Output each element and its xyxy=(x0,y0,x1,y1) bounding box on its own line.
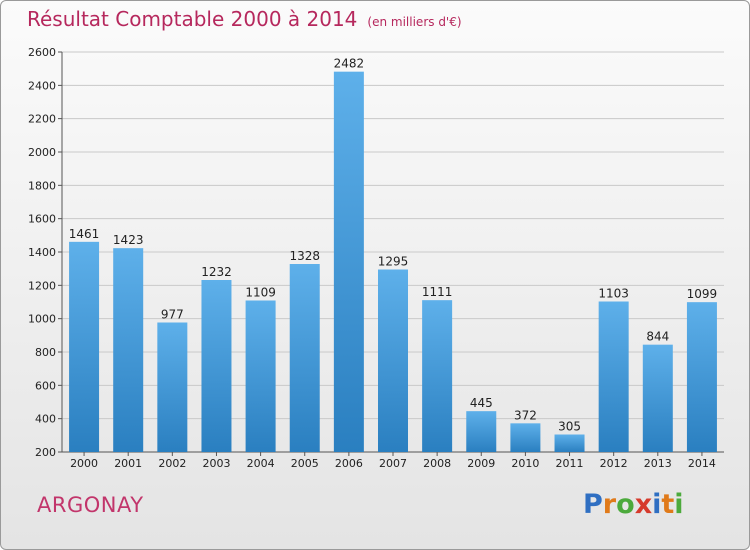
bar-value-label: 305 xyxy=(558,420,581,434)
y-tick-label: 400 xyxy=(35,413,56,426)
bar-2013 xyxy=(642,344,673,452)
x-tick-label: 2006 xyxy=(335,457,363,470)
bar-2005 xyxy=(289,264,320,452)
logo-letter: i xyxy=(674,489,684,520)
logo-letter: t xyxy=(661,489,675,520)
bar-value-label: 372 xyxy=(514,408,537,422)
bar-value-label: 1111 xyxy=(422,285,453,299)
y-tick-label: 200 xyxy=(35,446,56,459)
logo-letter: r xyxy=(602,489,617,520)
logo-letter: i xyxy=(652,489,662,520)
x-tick-label: 2008 xyxy=(423,457,451,470)
bar-value-label: 1232 xyxy=(201,265,232,279)
y-tick-label: 2600 xyxy=(28,46,56,59)
bar-2009 xyxy=(466,411,497,452)
x-tick-label: 2014 xyxy=(688,457,716,470)
bar-value-label: 1295 xyxy=(378,255,409,269)
bar-2011 xyxy=(554,434,585,452)
x-tick-label: 2009 xyxy=(467,457,495,470)
bar-value-label: 1103 xyxy=(598,287,629,301)
x-tick-label: 2003 xyxy=(202,457,230,470)
x-tick-label: 2005 xyxy=(291,457,319,470)
y-tick-label: 1000 xyxy=(28,313,56,326)
bar-value-label: 1461 xyxy=(69,227,100,241)
y-tick-label: 2000 xyxy=(28,146,56,159)
bars xyxy=(69,71,717,453)
bar-value-label: 1328 xyxy=(289,249,320,263)
bar-2012 xyxy=(598,301,629,452)
y-tick-label: 600 xyxy=(35,379,56,392)
bar-2014 xyxy=(686,302,717,452)
bar-2008 xyxy=(422,300,453,452)
x-tick-label: 2007 xyxy=(379,457,407,470)
bar-value-label: 1423 xyxy=(113,233,144,247)
y-tick-label: 1800 xyxy=(28,179,56,192)
y-tick-label: 1200 xyxy=(28,279,56,292)
commune-name: ARGONAY xyxy=(37,493,144,517)
x-tick-label: 2010 xyxy=(511,457,539,470)
proxiti-logo: Proxiti xyxy=(583,489,684,520)
x-tick-label: 2004 xyxy=(247,457,275,470)
bar-value-label: 977 xyxy=(161,308,184,322)
bar-2000 xyxy=(69,241,100,452)
y-tick-label: 1600 xyxy=(28,213,56,226)
bar-value-label: 2482 xyxy=(334,57,365,71)
bar-2007 xyxy=(378,269,408,452)
labels: 200 400 600 800 1000 1200 1400 1600 1800 2000 2200… xyxy=(28,46,717,470)
y-tick-label: 2400 xyxy=(28,79,56,92)
bar-2003 xyxy=(201,280,232,452)
logo-letter: o xyxy=(616,489,635,520)
x-tick-label: 2001 xyxy=(114,457,142,470)
x-tick-label: 2011 xyxy=(556,457,584,470)
y-tick-label: 800 xyxy=(35,346,56,359)
bar-2006 xyxy=(333,71,364,453)
bar-value-label: 1109 xyxy=(245,286,276,300)
x-tick-label: 2013 xyxy=(644,457,672,470)
bar-2002 xyxy=(157,322,188,452)
y-tick-label: 2200 xyxy=(28,113,56,126)
bar-value-label: 1099 xyxy=(687,287,718,301)
bar-value-label: 445 xyxy=(470,396,493,410)
bar-2001 xyxy=(113,248,144,452)
chart-subtitle: (en milliers d'€) xyxy=(367,15,462,29)
bar-2010 xyxy=(510,423,541,452)
bar-2004 xyxy=(245,300,276,452)
logo-letter: x xyxy=(634,489,653,520)
bar-value-label: 844 xyxy=(646,330,669,344)
chart-title: Résultat Comptable 2000 à 2014 xyxy=(27,7,358,31)
logo-letter: P xyxy=(583,489,603,520)
chart-title-block: Résultat Comptable 2000 à 2014 (en millie… xyxy=(27,7,462,31)
x-tick-label: 2002 xyxy=(158,457,186,470)
x-tick-label: 2012 xyxy=(600,457,628,470)
x-tick-label: 2000 xyxy=(70,457,98,470)
y-tick-label: 1400 xyxy=(28,246,56,259)
